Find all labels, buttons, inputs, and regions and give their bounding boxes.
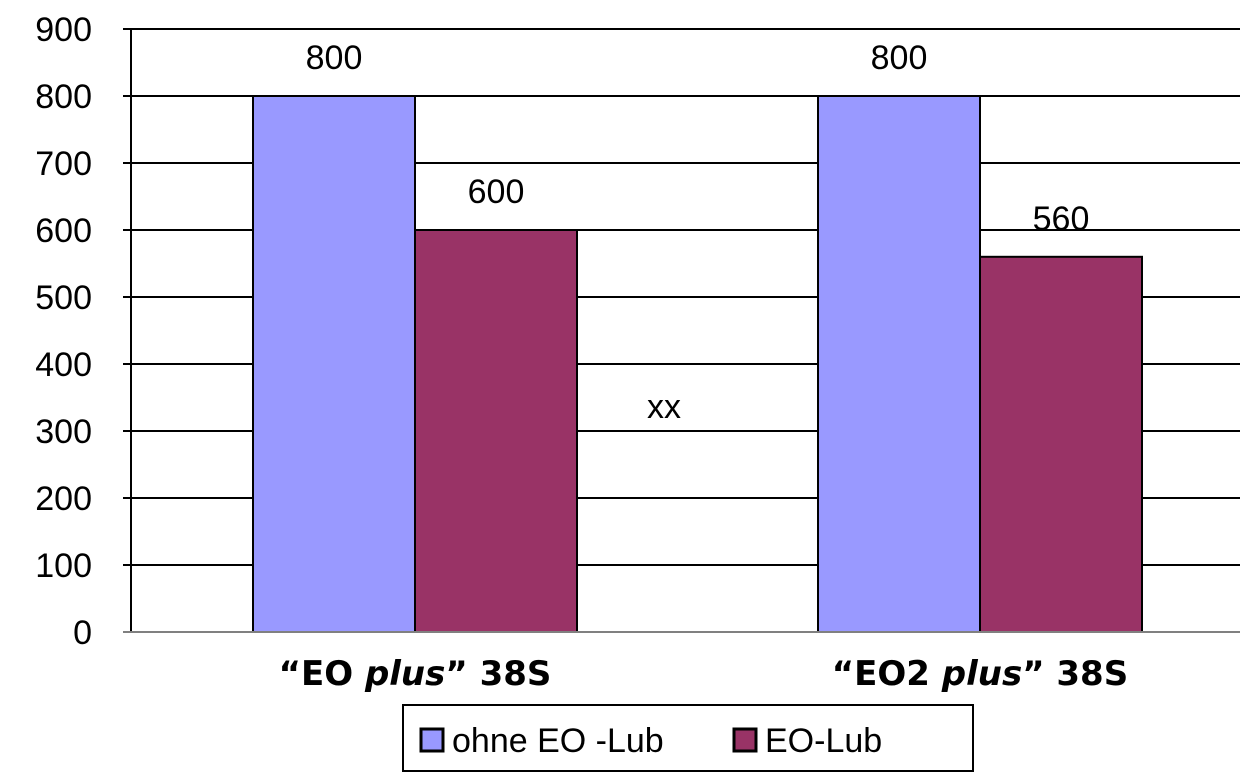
data-label: 800 — [871, 39, 928, 77]
y-tick-label: 600 — [35, 212, 92, 250]
category-labels: “EO plus” 38S “EO2 plus” 38S — [279, 654, 1129, 694]
x-category-label: “EO plus” 38S — [279, 654, 552, 694]
data-labels: 800 600 800 560 — [306, 39, 1090, 238]
y-tick-label: 800 — [35, 78, 92, 116]
y-tick-label: 400 — [35, 346, 92, 384]
data-label: 600 — [468, 173, 525, 211]
y-tick-label: 100 — [35, 547, 92, 585]
bar — [817, 95, 981, 633]
legend-label: ohne EO -Lub — [452, 722, 664, 760]
legend: ohne EO -Lub EO-Lub — [402, 704, 974, 772]
legend-swatch — [419, 727, 445, 753]
axes — [123, 28, 1240, 633]
y-tick-labels: 0 100 200 300 400 500 600 700 800 900 — [35, 11, 92, 652]
bars — [252, 95, 1143, 633]
bar — [979, 255, 1143, 633]
legend-box — [402, 704, 974, 772]
y-tick-label: 300 — [35, 413, 92, 451]
data-label: 800 — [306, 39, 363, 77]
y-tick-label: 900 — [35, 11, 92, 49]
y-tick-label: 500 — [35, 279, 92, 317]
bar — [252, 95, 416, 633]
legend-label: EO-Lub — [765, 722, 882, 760]
bar — [414, 229, 578, 633]
annotation-text: xx — [647, 388, 681, 426]
legend-swatch — [732, 727, 758, 753]
data-label: 560 — [1033, 200, 1090, 238]
y-tick-label: 0 — [73, 614, 92, 652]
x-category-label: “EO2 plus” 38S — [832, 654, 1128, 694]
y-tick-label: 700 — [35, 145, 92, 183]
y-tick-label: 200 — [35, 480, 92, 518]
